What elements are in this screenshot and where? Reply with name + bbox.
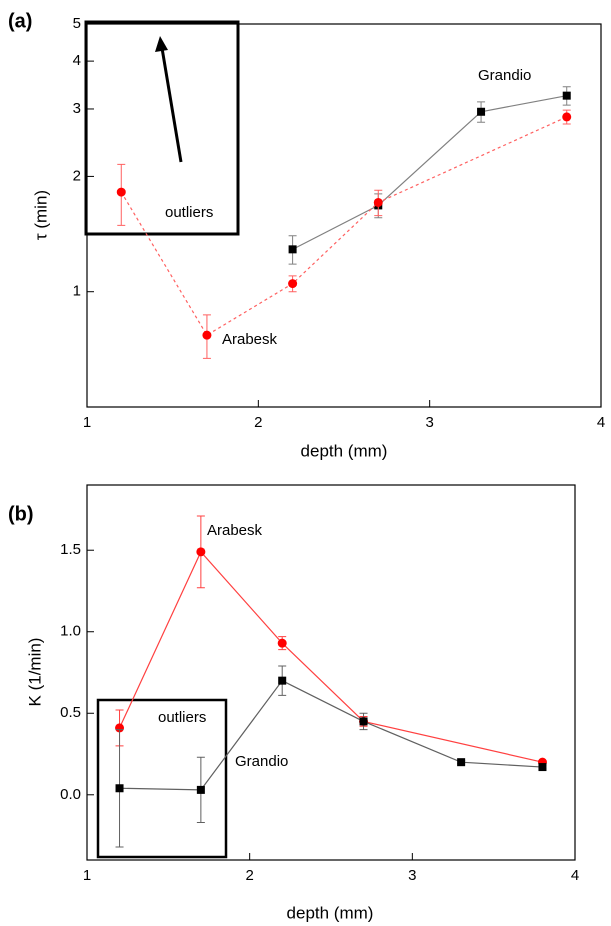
data-point <box>373 197 383 207</box>
series-label: Grandio <box>235 753 288 770</box>
panel-label: (a) <box>8 10 32 32</box>
data-point <box>196 547 206 557</box>
data-point <box>288 245 297 254</box>
panel-label: (b) <box>8 503 34 525</box>
y-tick-label: 4 <box>73 52 81 69</box>
x-tick-label: 2 <box>254 414 262 431</box>
data-point <box>277 638 287 648</box>
x-tick-label: 3 <box>425 414 433 431</box>
y-tick-label: 1.5 <box>60 541 81 558</box>
data-point <box>115 784 124 793</box>
arrow-head <box>155 36 168 52</box>
data-point <box>477 107 486 116</box>
series-line <box>119 679 543 791</box>
outlier-note: outliers <box>158 709 206 726</box>
data-point <box>202 330 212 340</box>
outlier-note: outliers <box>165 204 213 221</box>
data-point <box>115 723 125 733</box>
y-axis-label: K (1/min) <box>25 638 44 707</box>
y-axis-label: τ (min) <box>31 190 50 240</box>
data-point <box>116 187 126 197</box>
data-point <box>288 279 298 289</box>
arrow <box>160 47 183 163</box>
plot-frame <box>86 484 576 861</box>
data-point <box>359 717 368 726</box>
y-tick-label: 2 <box>73 167 81 184</box>
series-label: Grandio <box>478 67 531 84</box>
y-tick-label: 0.0 <box>60 786 81 803</box>
series-label: Arabesk <box>222 331 278 348</box>
x-axis-label: depth (mm) <box>301 441 388 460</box>
y-tick-label: 5 <box>73 15 81 32</box>
series-line <box>292 95 567 250</box>
data-point <box>562 91 571 100</box>
series-label: Arabesk <box>207 522 263 539</box>
data-point <box>538 763 547 772</box>
y-tick-label: 1 <box>73 283 81 300</box>
y-tick-label: 0.5 <box>60 704 81 721</box>
series-line <box>120 116 567 337</box>
x-tick-label: 2 <box>245 867 253 884</box>
data-point <box>278 676 287 685</box>
y-tick-label: 1.0 <box>60 623 81 640</box>
x-tick-label: 4 <box>597 414 605 431</box>
outlier-box <box>96 698 228 859</box>
data-point <box>562 112 572 122</box>
data-point <box>196 785 205 794</box>
plot-frame <box>86 23 602 408</box>
outlier-box <box>84 20 240 236</box>
series-line <box>118 550 543 763</box>
x-tick-label: 3 <box>408 867 416 884</box>
data-point <box>457 758 466 767</box>
x-tick-label: 1 <box>83 867 91 884</box>
x-tick-label: 4 <box>571 867 579 884</box>
x-tick-label: 1 <box>83 414 91 431</box>
y-tick-label: 3 <box>73 100 81 117</box>
x-axis-label: depth (mm) <box>287 903 374 922</box>
